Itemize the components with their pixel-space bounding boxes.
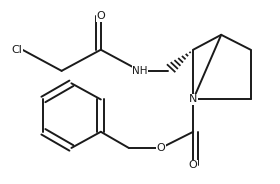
Text: O: O [189, 160, 198, 170]
Text: Cl: Cl [11, 45, 22, 55]
Text: O: O [157, 143, 165, 153]
Text: N: N [189, 94, 197, 105]
Text: NH: NH [132, 66, 148, 76]
Text: O: O [96, 11, 105, 21]
